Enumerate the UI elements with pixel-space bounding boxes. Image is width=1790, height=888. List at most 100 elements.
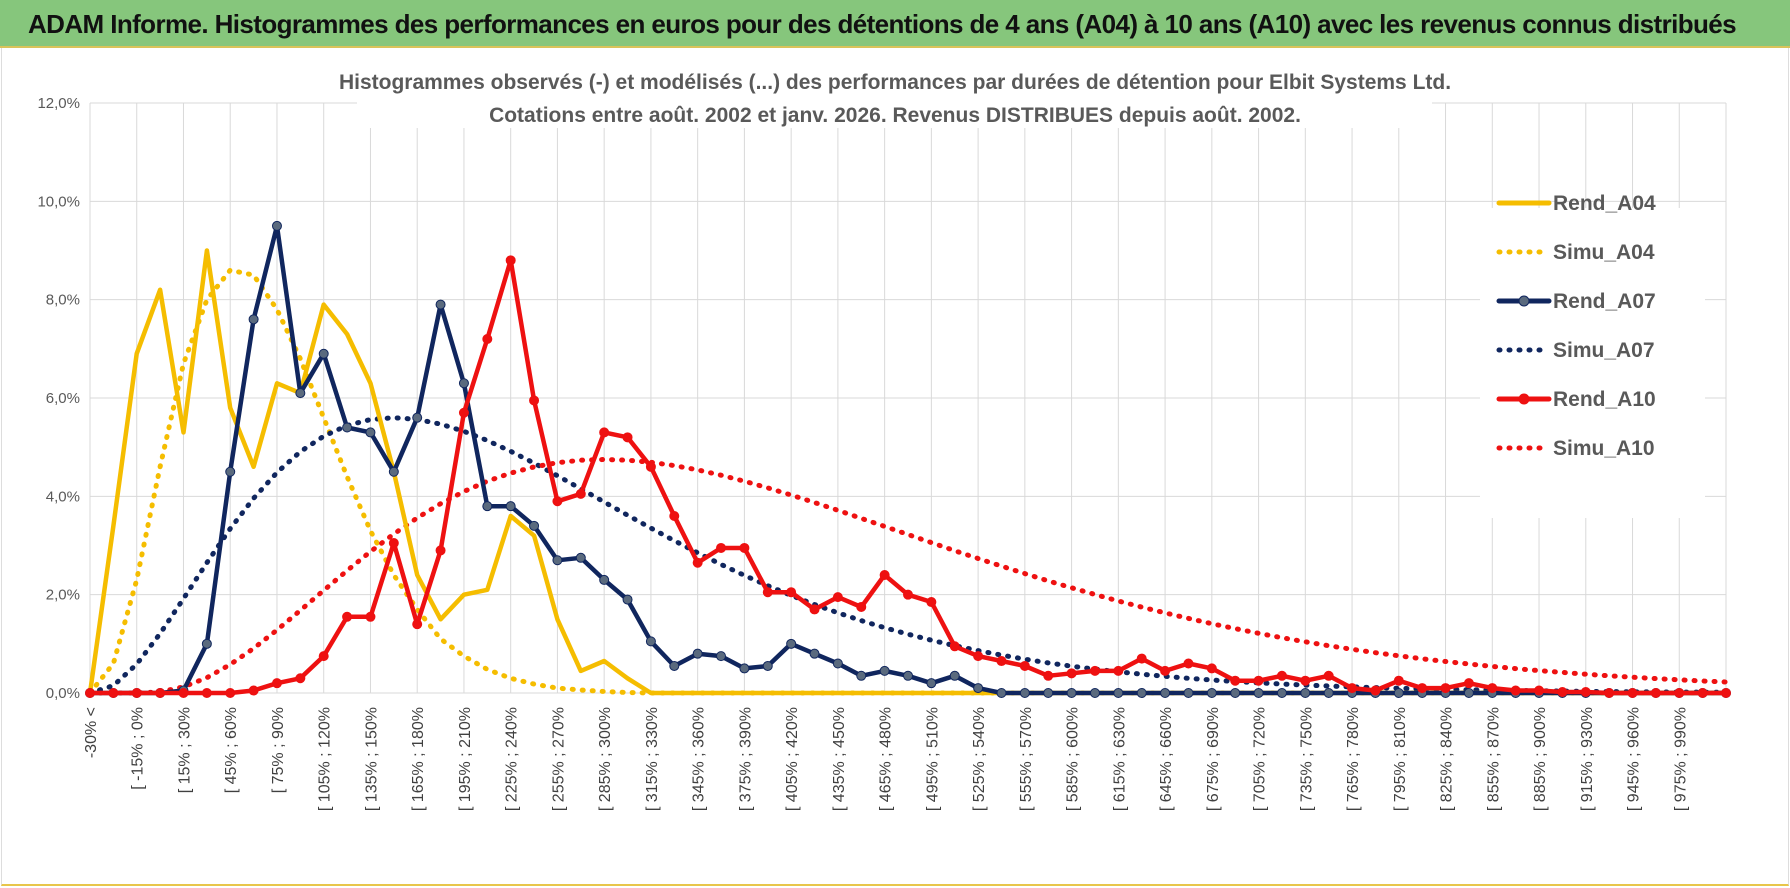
x-tick-label: [ 15% ; 30% (176, 707, 193, 793)
data-point-Rend_A10 (692, 557, 703, 568)
x-tick-label: [ 45% ; 60% (223, 707, 240, 793)
chart-title-bg (357, 66, 1432, 128)
data-point-Rend_A10 (1697, 688, 1708, 698)
x-tick-label: [ 735% ; 750% (1298, 707, 1315, 811)
data-point-Rend_A10 (388, 538, 399, 549)
y-tick-label: 8,0% (46, 292, 80, 309)
x-tick-label: [ 405% ; 420% (784, 707, 801, 811)
data-point-Rend_A07 (903, 670, 913, 681)
x-tick-label: [ 765% ; 780% (1345, 707, 1362, 811)
data-point-Rend_A10 (1323, 670, 1334, 681)
report-title: ADAM Informe. Histogrammes des performan… (28, 9, 1737, 39)
x-tick-label: [ 165% ; 180% (410, 707, 427, 811)
legend-label: Simu_A10 (1553, 437, 1655, 460)
x-tick-label: [ 975% ; 990% (1672, 707, 1689, 811)
data-point-Rend_A07 (529, 520, 540, 531)
x-tick-label: [ 855% ; 870% (1485, 707, 1502, 811)
data-point-Rend_A10 (809, 604, 820, 615)
y-tick-label: 6,0% (46, 390, 80, 407)
data-point-Rend_A07 (1300, 688, 1311, 698)
data-point-Rend_A10 (458, 407, 469, 418)
data-point-Rend_A10 (1160, 665, 1171, 676)
data-point-Rend_A10 (365, 611, 376, 622)
data-point-Rend_A07 (786, 638, 797, 649)
data-point-Rend_A10 (201, 688, 212, 698)
data-point-Rend_A10 (225, 688, 236, 698)
data-point-Rend_A07 (856, 670, 867, 681)
data-point-Rend_A10 (1276, 670, 1287, 681)
legend-label: Rend_A10 (1553, 388, 1656, 411)
data-point-Rend_A07 (1043, 688, 1054, 698)
data-point-Rend_A07 (1323, 688, 1334, 698)
data-point-Rend_A10 (178, 688, 189, 698)
data-point-Rend_A10 (832, 592, 843, 603)
chart-title-line: Cotations entre août. 2002 et janv. 2026… (489, 104, 1301, 127)
x-tick-label: [ 285% ; 300% (597, 707, 614, 811)
x-tick-label: [ 495% ; 510% (924, 707, 941, 811)
data-point-Rend_A07 (622, 594, 633, 605)
x-tick-label: [ 825% ; 840% (1439, 707, 1456, 811)
x-tick-label: [ 435% ; 450% (831, 707, 848, 811)
data-point-Rend_A07 (1393, 688, 1404, 698)
legend-label: Rend_A07 (1553, 290, 1656, 313)
data-point-Rend_A10 (575, 488, 586, 499)
series-Rend_A10 (85, 255, 1731, 698)
x-tick-label: [ 225% ; 240% (504, 707, 521, 811)
data-point-Rend_A07 (342, 422, 353, 433)
data-point-Rend_A10 (108, 688, 119, 698)
chart-area: 0,0% 2,0% 4,0% 6,0% 8,0% 10,0% 12,0% -30% < [ -1… (1, 48, 1789, 886)
legend-bg (1480, 208, 1705, 518)
data-point-Rend_A10 (295, 673, 306, 684)
data-point-Rend_A07 (832, 658, 843, 669)
data-point-Rend_A10 (529, 395, 540, 406)
y-tick-label: 2,0% (46, 587, 80, 604)
data-point-Rend_A10 (1417, 683, 1428, 694)
x-tick-label: [ 135% ; 150% (363, 707, 380, 811)
data-point-Rend_A10 (1534, 685, 1545, 696)
data-point-Rend_A07 (1089, 688, 1100, 698)
legend-item-Simu_A07: Simu_A07 (1496, 339, 1655, 362)
data-point-Rend_A10 (1347, 683, 1358, 694)
data-point-Rend_A07 (435, 299, 446, 310)
chart-title-line: Histogrammes observés (-) et modélisés (… (339, 71, 1451, 94)
legend-label: Simu_A04 (1553, 241, 1655, 264)
data-point-Rend_A10 (1580, 687, 1591, 698)
data-point-Rend_A07 (1136, 688, 1147, 698)
data-point-Rend_A07 (412, 412, 423, 423)
data-point-Rend_A10 (1721, 688, 1731, 698)
chart-title: Histogrammes observés (-) et modélisés (… (339, 66, 1451, 128)
data-point-Rend_A07 (762, 660, 773, 671)
x-tick-label: [ 885% ; 900% (1532, 707, 1549, 811)
data-point-Rend_A10 (1393, 675, 1404, 686)
data-point-Rend_A07 (739, 663, 750, 674)
x-tick-label: [ 375% ; 390% (737, 707, 754, 811)
data-point-Rend_A07 (1160, 688, 1171, 698)
y-tick-label: 4,0% (46, 488, 80, 505)
legend-marker (1518, 295, 1530, 307)
data-point-Rend_A07 (599, 574, 610, 585)
legend-label: Rend_A04 (1553, 192, 1656, 215)
x-tick-label: [ 615% ; 630% (1111, 707, 1128, 811)
data-point-Rend_A10 (669, 511, 680, 521)
data-point-Rend_A07 (716, 651, 727, 662)
data-point-Rend_A10 (85, 688, 95, 698)
data-point-Rend_A10 (1136, 653, 1147, 664)
data-point-Rend_A10 (926, 597, 937, 608)
data-point-Rend_A10 (1019, 660, 1030, 671)
histogram-chart: 0,0% 2,0% 4,0% 6,0% 8,0% 10,0% 12,0% -30% < [ -1… (37, 66, 1731, 811)
data-point-Rend_A07 (996, 688, 1007, 698)
legend-marker (1518, 393, 1530, 405)
data-point-Rend_A07 (1230, 688, 1241, 698)
x-tick-label: [ 915% ; 930% (1579, 707, 1596, 811)
data-point-Rend_A10 (1463, 678, 1474, 689)
data-point-Rend_A07 (1066, 688, 1077, 698)
data-point-Rend_A10 (1627, 688, 1638, 698)
data-point-Rend_A10 (155, 688, 166, 698)
data-point-Rend_A10 (482, 334, 493, 344)
data-point-Rend_A07 (482, 501, 493, 512)
data-point-Rend_A07 (271, 220, 282, 231)
data-point-Rend_A07 (669, 660, 680, 671)
x-tick-label: [ 585% ; 600% (1065, 707, 1082, 811)
data-point-Rend_A10 (996, 656, 1007, 667)
x-tick-label: [ -15% ; 0% (130, 707, 147, 790)
